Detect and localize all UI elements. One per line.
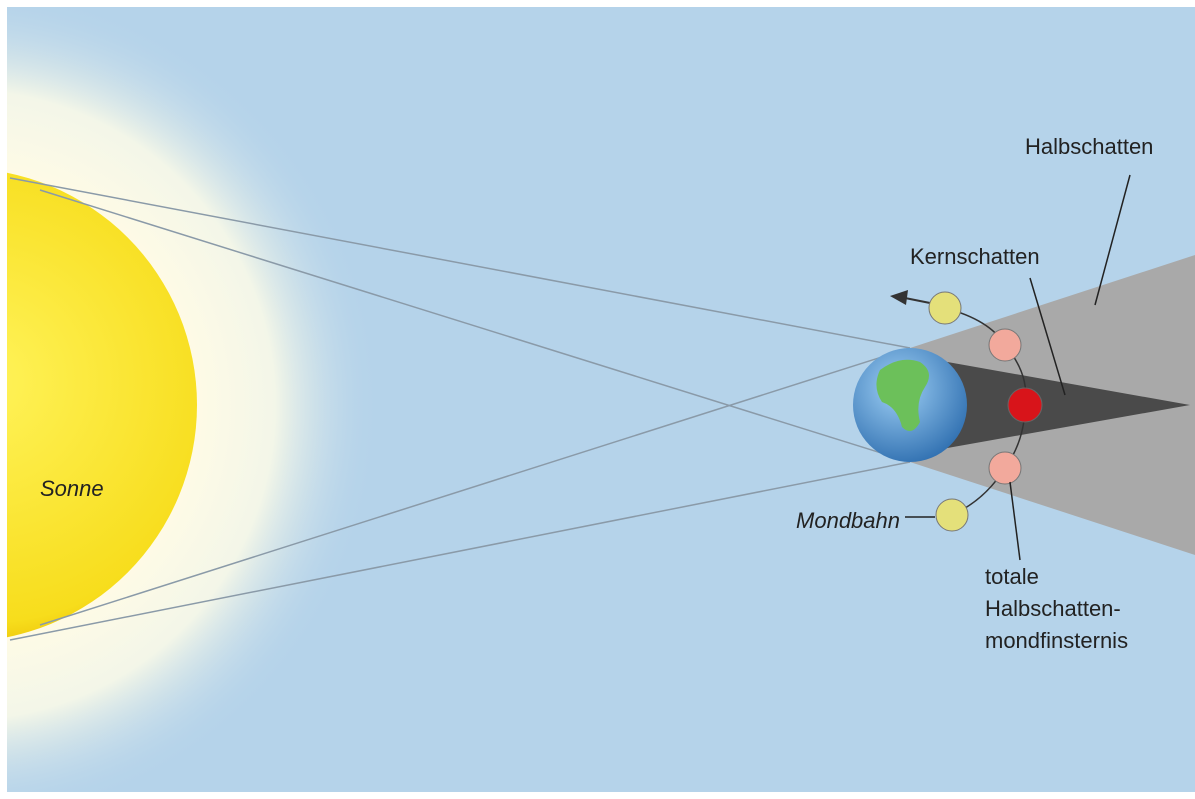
moon [935, 498, 969, 532]
moon [1007, 387, 1043, 423]
orbit-label: Mondbahn [796, 508, 900, 533]
moon [928, 291, 962, 325]
eclipse-label: Halbschatten- [985, 596, 1121, 621]
moon [988, 328, 1022, 362]
umbra-label: Kernschatten [910, 244, 1040, 269]
eclipse-label: totale [985, 564, 1039, 589]
rays [9, 177, 911, 641]
umbra [925, 358, 1190, 452]
sun-label: Sonne [40, 476, 104, 501]
sun [7, 172, 197, 638]
penumbra-label: Halbschatten [1025, 134, 1153, 159]
leaders [905, 174, 1131, 561]
arrow-head [890, 290, 908, 305]
moon [988, 451, 1022, 485]
continent [876, 359, 929, 431]
eclipse-label: mondfinsternis [985, 628, 1128, 653]
